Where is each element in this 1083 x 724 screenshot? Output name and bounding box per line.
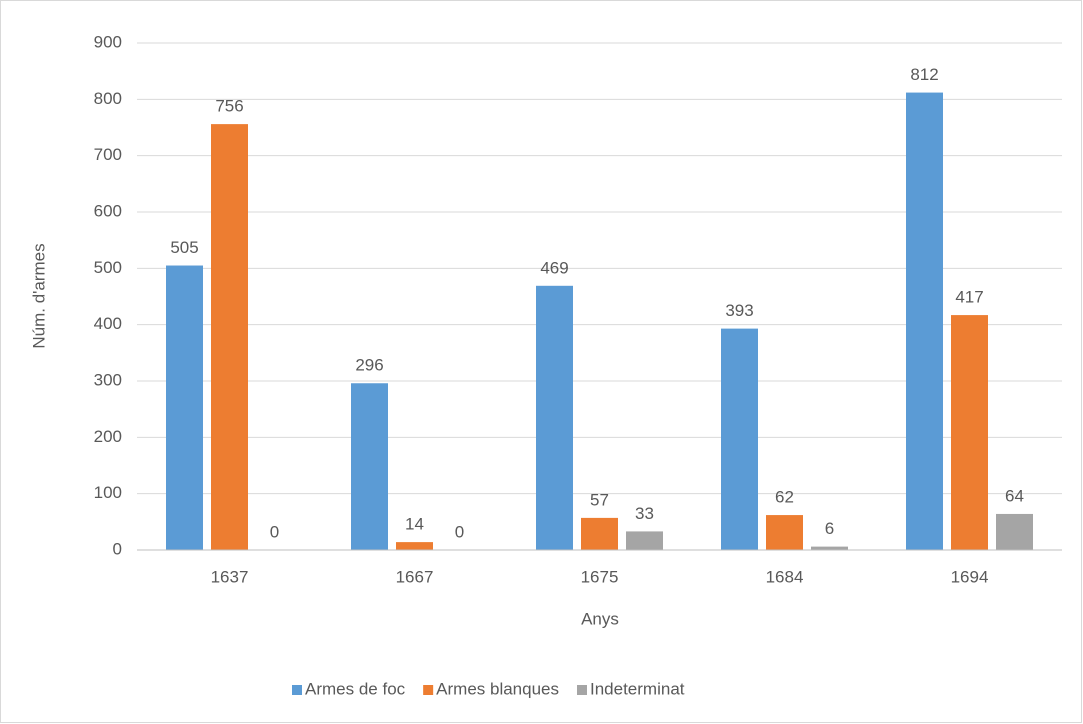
bar — [766, 515, 803, 550]
y-tick-label: 300 — [94, 370, 122, 389]
data-label: 505 — [170, 238, 198, 257]
legend-swatch — [577, 685, 587, 695]
data-label: 393 — [725, 301, 753, 320]
bar — [906, 92, 943, 550]
bar — [721, 328, 758, 550]
data-label: 0 — [270, 522, 279, 541]
x-tick-label: 1675 — [581, 567, 619, 586]
data-label: 33 — [635, 504, 654, 523]
y-tick-label: 0 — [113, 539, 122, 558]
bar — [396, 542, 433, 550]
bar — [581, 517, 618, 550]
x-tick-label: 1694 — [951, 567, 989, 586]
data-label: 296 — [355, 356, 383, 375]
y-tick-label: 900 — [94, 32, 122, 51]
bar — [351, 383, 388, 550]
x-axis-title: Anys — [581, 609, 619, 628]
data-label: 64 — [1005, 486, 1024, 505]
bar — [166, 265, 203, 550]
bar — [811, 546, 848, 550]
y-tick-label: 800 — [94, 89, 122, 108]
x-tick-label: 1667 — [396, 567, 434, 586]
y-tick-label: 200 — [94, 427, 122, 446]
x-tick-label: 1637 — [211, 567, 249, 586]
y-tick-label: 600 — [94, 201, 122, 220]
legend-swatch — [423, 685, 434, 695]
legend-swatch — [292, 685, 302, 695]
data-label: 812 — [910, 65, 938, 84]
data-label: 756 — [215, 97, 243, 116]
data-label: 14 — [405, 515, 424, 534]
bar — [996, 513, 1033, 550]
bar — [211, 124, 248, 551]
legend-label: Indeterminat — [590, 679, 685, 698]
y-tick-label: 500 — [94, 258, 122, 277]
y-axis-title: Núm. d'armes — [29, 243, 48, 348]
x-tick-label: 1684 — [766, 567, 804, 586]
bar — [536, 285, 573, 550]
bar — [626, 531, 663, 550]
data-label: 417 — [955, 288, 983, 307]
y-tick-label: 100 — [94, 483, 122, 502]
y-tick-label: 400 — [94, 314, 122, 333]
data-label: 469 — [540, 258, 568, 277]
data-label: 6 — [825, 519, 834, 538]
data-label: 62 — [775, 488, 794, 507]
data-label: 57 — [590, 490, 609, 509]
legend-label: Armes de foc — [305, 679, 406, 698]
data-label: 0 — [455, 522, 464, 541]
legend-label: Armes blanques — [436, 679, 559, 698]
bar — [951, 315, 988, 550]
y-tick-label: 700 — [94, 145, 122, 164]
